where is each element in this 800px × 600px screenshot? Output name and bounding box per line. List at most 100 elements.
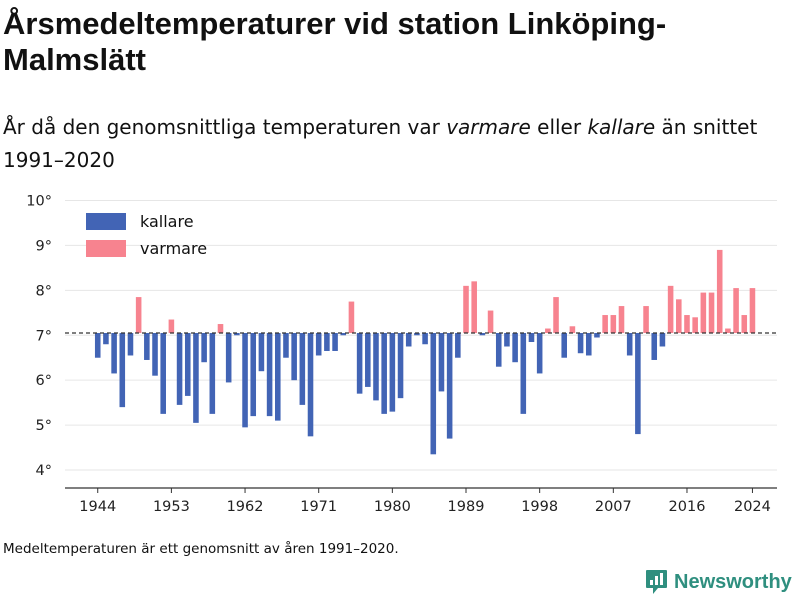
bar-colder: [332, 333, 338, 351]
chart-subtitle: År då den genomsnittliga temperaturen va…: [3, 111, 793, 177]
bar-warmer: [348, 301, 355, 334]
bar-colder: [209, 333, 216, 414]
legend-swatch: [86, 213, 126, 230]
x-tick-label: 1962: [227, 499, 264, 515]
bar-warmer: [643, 306, 649, 334]
bar-warmer: [553, 297, 559, 334]
bar-colder: [659, 333, 666, 347]
bar-warmer: [676, 299, 682, 334]
bar-colder: [258, 333, 265, 372]
x-tick-label: 1971: [300, 499, 337, 515]
legend-label: kallare: [140, 212, 194, 231]
bar-colder: [152, 333, 158, 376]
bar-colder: [446, 333, 453, 439]
bar-colder: [291, 333, 297, 381]
bar-warmer: [725, 328, 731, 334]
bar-colder: [397, 333, 404, 399]
bar-colder: [250, 333, 257, 417]
bar-colder: [455, 333, 461, 358]
chart-title: Årsmedeltemperaturer vid station Linköpi…: [3, 6, 667, 77]
bar-colder: [307, 333, 314, 437]
bar-colder: [536, 333, 543, 374]
x-tick-label: 1989: [448, 499, 485, 515]
bar-warmer: [602, 315, 608, 334]
bar-colder: [635, 333, 641, 435]
bar-colder: [479, 333, 486, 336]
bar-colder: [585, 333, 592, 356]
bar-colder: [438, 333, 445, 392]
bar-colder: [381, 333, 387, 414]
brand-logo[interactable]: Newsworthy: [645, 567, 792, 597]
brand-name: Newsworthy: [674, 570, 792, 593]
bar-colder: [626, 333, 633, 356]
bar-warmer: [716, 249, 723, 334]
bar-warmer: [168, 319, 175, 334]
y-tick-label: 10°: [26, 193, 52, 209]
legend: kallare varmare: [86, 212, 207, 258]
bar-warmer: [569, 326, 576, 334]
bar-colder: [324, 333, 330, 351]
footnote: Medeltemperaturen är ett genomsnitt av å…: [3, 541, 399, 557]
x-tick-label: 1953: [153, 499, 190, 515]
bar-colder: [651, 333, 658, 360]
bar-warmer: [733, 288, 739, 334]
bar-colder: [225, 333, 232, 383]
bar-chart-icon: [646, 570, 667, 594]
bar-colder: [422, 333, 428, 345]
x-tick-label: 2016: [669, 499, 706, 515]
x-tick-label: 1980: [374, 499, 411, 515]
bar-warmer: [135, 297, 142, 334]
x-tick-label: 2024: [734, 499, 771, 515]
bar-colder: [315, 333, 322, 356]
legend-swatch: [86, 240, 126, 257]
bar-colder: [365, 333, 371, 387]
bar-warmer: [463, 285, 469, 334]
bar-colder: [103, 333, 109, 345]
bar-colder: [201, 333, 207, 363]
bar-warmer: [618, 306, 625, 334]
bar-colder: [504, 333, 510, 347]
bar-warmer: [708, 292, 715, 334]
subtitle-text-1: År då den genomsnittliga temperaturen va…: [3, 115, 447, 139]
bar-colder: [184, 333, 191, 396]
subtitle-text-3: än snittet 1991–2020: [3, 115, 758, 172]
subtitle-warm-word: varmare: [446, 115, 531, 139]
y-tick-label: 9°: [36, 238, 52, 254]
bar-warmer: [749, 288, 756, 334]
bar-colder: [119, 333, 126, 408]
bar-warmer: [217, 324, 224, 334]
bar-colder: [283, 333, 289, 358]
bar-colder: [495, 333, 502, 367]
y-tick-label: 7°: [36, 328, 52, 344]
bar-warmer: [545, 328, 551, 334]
subtitle-cold-word: kallare: [587, 115, 656, 139]
bar-colder: [528, 333, 535, 342]
bar-colder: [111, 333, 117, 374]
subtitle-text-2: eller: [530, 115, 588, 139]
bar-colder: [266, 333, 273, 417]
bar-colder: [577, 333, 584, 354]
bar-colder: [561, 333, 568, 358]
bar-colder: [414, 333, 420, 336]
grid-lines: [65, 199, 777, 471]
bar-colder: [594, 333, 600, 338]
bar-colder: [405, 333, 412, 347]
bar-colder: [373, 333, 379, 401]
y-tick-label: 5°: [36, 418, 52, 434]
bar-colder: [242, 333, 248, 428]
bar-colder: [127, 333, 134, 356]
legend-label: varmare: [140, 239, 207, 258]
x-tick-label: 1944: [79, 499, 116, 515]
bar-warmer: [610, 315, 617, 334]
bars: [94, 249, 756, 455]
bar-colder: [176, 333, 183, 405]
bar-colder: [340, 333, 347, 336]
bar-colder: [144, 333, 150, 360]
temperature-bar-chart: 4° 5° 6° 7° 8° 9° 10° 1944 1953 1962 1971 1980 1989 1…: [26, 193, 777, 515]
bar-colder: [299, 333, 306, 405]
axes: 4° 5° 6° 7° 8° 9° 10° 1944 1953 1962 1971 1980 1989 1…: [26, 193, 777, 515]
bar-colder: [234, 333, 240, 336]
y-tick-label: 4°: [36, 463, 52, 479]
y-tick-label: 6°: [36, 373, 52, 389]
bar-warmer: [667, 285, 674, 334]
